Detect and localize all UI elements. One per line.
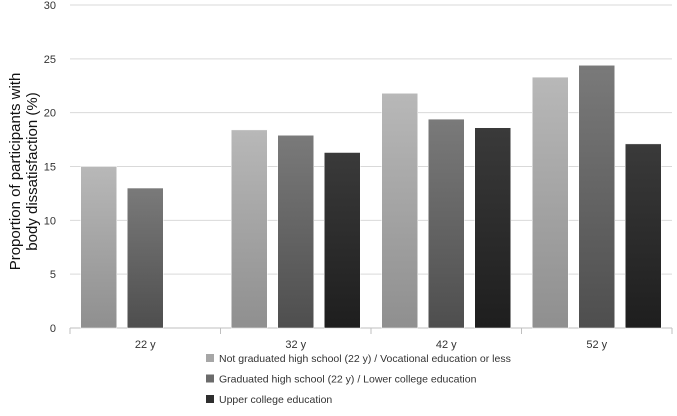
bar-3-52y bbox=[625, 143, 662, 329]
y-axis-title-line: body dissatisfaction (%) bbox=[24, 92, 41, 250]
y-tick-label: 5 bbox=[50, 269, 56, 281]
legend-swatch-3 bbox=[206, 395, 214, 403]
bar-1-32y bbox=[231, 129, 268, 329]
bar-2-52y bbox=[578, 65, 615, 329]
legend-swatch-1 bbox=[206, 354, 214, 362]
bars bbox=[80, 65, 662, 329]
gridlines bbox=[69, 4, 673, 334]
bar-1-42y bbox=[381, 93, 418, 329]
legend-label-3: Upper college education bbox=[219, 394, 332, 406]
y-tick-label: 15 bbox=[44, 162, 56, 174]
x-tick-label: 32 y bbox=[285, 339, 306, 351]
y-tick-label: 25 bbox=[44, 54, 56, 66]
bar-1-22y bbox=[80, 166, 117, 329]
y-axis-ticks: 0 5 10 15 20 25 30 bbox=[44, 0, 56, 335]
bar-1-52y bbox=[532, 76, 569, 329]
legend-swatch-2 bbox=[206, 374, 214, 383]
bar-2-32y bbox=[277, 135, 314, 329]
y-tick-label: 20 bbox=[44, 108, 56, 120]
bar-3-42y bbox=[474, 127, 511, 329]
legend-label-1: Not graduated high school (22 y) / Vocat… bbox=[219, 353, 511, 365]
legend-label-2: Graduated high school (22 y) / Lower col… bbox=[219, 374, 477, 386]
y-tick-label: 30 bbox=[44, 0, 56, 12]
bar-2-42y bbox=[428, 118, 465, 329]
x-tick-label: 52 y bbox=[586, 339, 607, 351]
y-tick-label: 10 bbox=[44, 215, 56, 227]
x-tick-label: 22 y bbox=[135, 339, 156, 351]
x-tick-label: 42 y bbox=[436, 339, 457, 351]
y-axis-label: Proportion of participants with body diss… bbox=[7, 73, 41, 271]
y-axis-title-line: Proportion of participants with bbox=[7, 73, 24, 271]
legend: Not graduated high school (22 y) / Vocat… bbox=[206, 353, 511, 406]
bar-2-22y bbox=[127, 187, 164, 329]
bar-3-32y bbox=[324, 152, 361, 329]
y-tick-label: 0 bbox=[50, 323, 56, 335]
x-axis-ticks: 22 y 32 y 42 y 52 y bbox=[135, 339, 608, 351]
